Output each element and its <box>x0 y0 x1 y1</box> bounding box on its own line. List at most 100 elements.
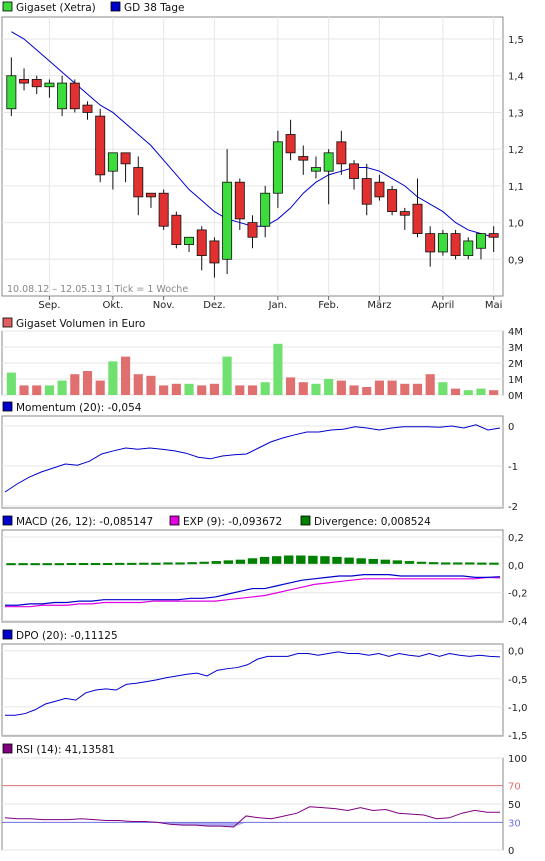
candle-down <box>171 214 182 246</box>
macd-y-tick-label: -0,2 <box>508 589 528 600</box>
volume-bar <box>222 356 232 395</box>
rsi-legend-label: RSI (14): 41,13581 <box>16 744 115 756</box>
volume-bar <box>247 385 258 395</box>
divergence-bar <box>187 562 197 565</box>
candle-down <box>145 192 156 198</box>
divergence-bar <box>477 562 487 565</box>
exp-legend-swatch <box>169 515 180 526</box>
candle-up <box>475 233 486 249</box>
rsi-gridlines <box>2 757 503 851</box>
candle-up <box>44 82 55 88</box>
divergence-bar <box>380 559 391 564</box>
month-tick-label: Okt. <box>103 300 124 311</box>
divergence-bar <box>66 563 77 566</box>
divergence-bar <box>78 563 89 566</box>
candle-up <box>184 236 195 246</box>
legend-gigaset-swatch <box>2 1 13 12</box>
divergence-bar <box>271 556 282 564</box>
month-tick-label: Nov. <box>153 300 175 311</box>
candle-down <box>19 79 30 84</box>
volume-bar <box>121 356 131 395</box>
divergence-bar <box>356 558 366 564</box>
dpo-y-tick-label: -0,5 <box>508 675 528 686</box>
rsi-legend-swatch <box>2 743 13 754</box>
divergence-bars-group <box>6 555 499 566</box>
divergence-bar <box>416 561 427 564</box>
volume-y-tick-label: 3M <box>508 343 523 354</box>
momentum-line <box>4 424 501 493</box>
volume-bar <box>184 383 194 395</box>
volume-bar <box>6 372 16 395</box>
divergence-bar <box>392 560 403 564</box>
macd-lines-group <box>5 574 501 608</box>
divergence-bar <box>114 562 125 565</box>
candle-down <box>247 222 258 238</box>
month-tick-label: Feb. <box>318 300 339 311</box>
macd-y-ticks: 0,2 0,0 -0,2 -0,4 <box>508 533 528 628</box>
rsi-y-ticks: 100 70 50 30 0 <box>508 754 527 857</box>
volume-bar <box>273 343 283 395</box>
volume-y-ticks: 4M 3M 2M 1M 0M <box>508 327 523 402</box>
volume-bars-group <box>6 343 499 395</box>
candle-down <box>120 152 131 165</box>
volume-bar <box>70 374 80 395</box>
candles-group <box>6 57 499 278</box>
divergence-bar <box>54 563 65 566</box>
divergence-bar <box>489 562 499 565</box>
divergence-bar <box>453 562 463 565</box>
divergence-legend-swatch <box>300 515 311 526</box>
divergence-bar <box>163 562 173 565</box>
candle-down <box>209 240 220 264</box>
momentum-line-group <box>4 424 501 493</box>
momentum-panel: Momentum (20): -0,054 0 -1 -2 <box>1 401 518 513</box>
candle-up <box>323 152 334 172</box>
momentum-y-tick-label: -1 <box>508 462 518 473</box>
price-y-tick-label: 1,2 <box>508 145 524 156</box>
momentum-y-ticks: 0 -1 -2 <box>508 422 518 513</box>
divergence-bar <box>440 562 451 565</box>
volume-bar <box>463 390 473 395</box>
volume-panel: Gigaset Volumen in Euro 4M 3M 2M 1M 0M <box>1 317 523 402</box>
dpo-y-ticks: 0,0 -0,5 -1,0 -1,5 <box>508 647 528 742</box>
price-panel: 1,5 1,4 1,3 1,2 1,1 1,0 0,9 Sep. Okt. Nov. Dez. Ja… <box>1 1 524 311</box>
candle-down <box>158 192 169 227</box>
macd-panel: MACD (26, 12): -0,085147 EXP (9): -0,093… <box>1 515 528 628</box>
dpo-legend-swatch <box>2 629 13 640</box>
price-y-tick-label: 1,4 <box>508 72 524 83</box>
momentum-y-tick-label: -2 <box>508 502 518 513</box>
candle-up <box>222 181 233 260</box>
legend-gigaset-label: Gigaset (Xetra) <box>16 2 96 14</box>
dpo-plot-area <box>1 643 504 737</box>
candle-up <box>260 192 271 227</box>
volume-bar <box>57 380 67 395</box>
candle-down <box>31 79 42 88</box>
volume-bar <box>374 380 384 395</box>
volume-bar <box>476 388 486 395</box>
macd-line <box>5 574 501 606</box>
volume-bar <box>133 374 143 395</box>
divergence-bar <box>404 561 415 564</box>
divergence-bar <box>199 561 209 564</box>
volume-y-tick-label: 1M <box>508 375 523 386</box>
exp-signal-line <box>5 576 501 608</box>
volume-bar <box>44 385 54 395</box>
month-tick-label: Mai <box>485 300 503 311</box>
candle-up <box>310 167 321 172</box>
dpo-y-tick-label: 0,0 <box>508 647 524 658</box>
momentum-legend-swatch <box>2 401 13 412</box>
candle-down <box>387 189 398 212</box>
divergence-bar <box>127 562 137 565</box>
month-tick-label: Jan. <box>268 300 288 311</box>
divergence-bar <box>90 563 101 566</box>
month-tick-label: Sep. <box>38 300 60 311</box>
candle-down <box>234 181 245 220</box>
divergence-bar <box>344 557 354 564</box>
candle-down <box>374 181 385 198</box>
candle-down <box>450 233 461 257</box>
volume-bar <box>336 380 346 395</box>
divergence-legend-label: Divergence: 0,008524 <box>314 516 431 528</box>
momentum-legend-label: Momentum (20): -0,054 <box>16 402 142 414</box>
divergence-bar <box>332 556 342 564</box>
candle-down <box>82 104 93 113</box>
macd-legend-label: MACD (26, 12): -0,085147 <box>16 516 153 528</box>
